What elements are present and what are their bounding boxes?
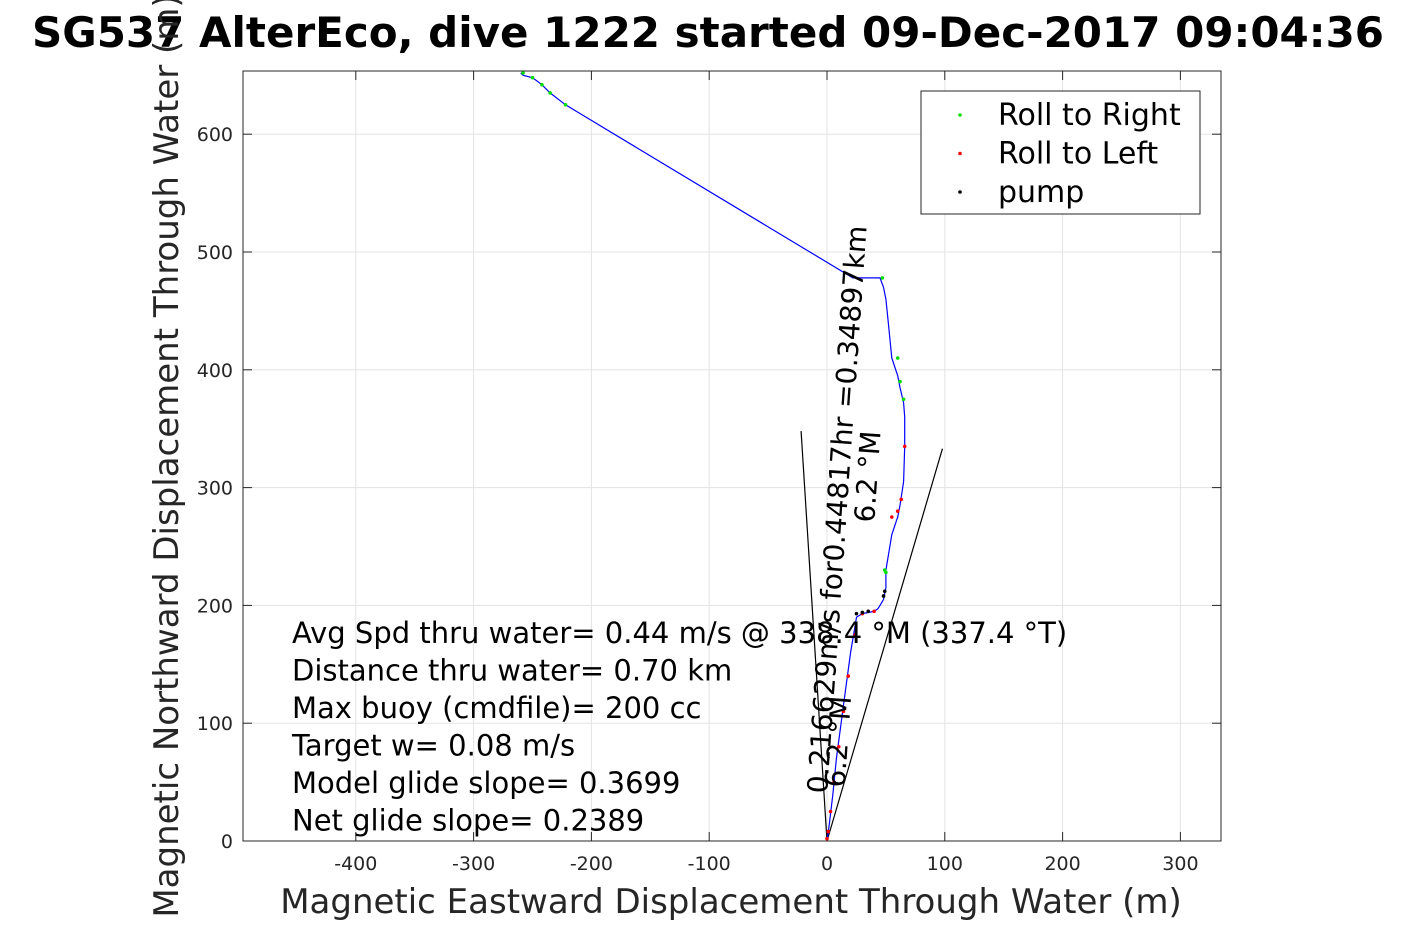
x-tick-label: -400 bbox=[334, 853, 377, 875]
roll-left-point bbox=[836, 744, 841, 749]
roll-right-point bbox=[898, 379, 902, 384]
rotated-label: 6.2 °M bbox=[848, 430, 887, 524]
roll-right-point bbox=[895, 356, 900, 360]
bearing-lines bbox=[800, 431, 944, 842]
roll-right-point bbox=[521, 71, 525, 75]
x-tick-label: -300 bbox=[452, 853, 495, 875]
tick-marks bbox=[243, 71, 1221, 842]
marker-layer bbox=[521, 71, 907, 841]
y-tick-labels: 0 100 200 300 400 500 600 bbox=[197, 124, 233, 853]
roll-left-point bbox=[899, 497, 904, 502]
track-line bbox=[520, 72, 906, 842]
pump-point bbox=[881, 594, 886, 598]
roll-left-point bbox=[853, 633, 858, 637]
roll-left-point bbox=[902, 444, 907, 449]
roll-right-point bbox=[548, 91, 552, 95]
y-tick-label: 0 bbox=[221, 831, 233, 853]
roll-right-point bbox=[884, 570, 888, 575]
track-layer bbox=[520, 72, 906, 842]
y-tick-label: 200 bbox=[197, 595, 233, 617]
roll-left-point bbox=[826, 829, 830, 834]
roll-right-point bbox=[563, 102, 568, 107]
pump-point bbox=[860, 610, 865, 615]
y-axis-title: Magnetic Northward Displacement Through … bbox=[147, 0, 187, 918]
x-tick-labels: -400 -300 -200 -100 0 100 200 300 bbox=[334, 853, 1198, 875]
pump-point bbox=[882, 589, 887, 594]
annotation-line: Target w= 0.08 m/s bbox=[291, 729, 575, 763]
rotated-label: 6.2 °M bbox=[819, 695, 858, 789]
roll-right-point bbox=[530, 75, 535, 80]
plot-frame bbox=[242, 70, 1222, 842]
y-tick-label: 100 bbox=[197, 713, 233, 735]
roll-left-point bbox=[895, 509, 900, 513]
annotation-line: Distance thru water= 0.70 km bbox=[292, 654, 732, 688]
annotation-line: Net glide slope= 0.2389 bbox=[292, 804, 644, 838]
legend-box bbox=[920, 90, 1201, 215]
legend-marker bbox=[958, 113, 962, 117]
pump-point bbox=[854, 611, 859, 616]
x-tick-label: -200 bbox=[570, 853, 613, 875]
annotation-line: Max buoy (cmdfile)= 200 cc bbox=[292, 691, 701, 725]
bearing-line bbox=[826, 448, 944, 842]
roll-left-point bbox=[832, 780, 836, 784]
annotation-line: Avg Spd thru water= 0.44 m/s @ 338.4 °M … bbox=[292, 616, 1067, 650]
annotation-line: Model glide slope= 0.3699 bbox=[292, 766, 680, 800]
x-tick-label: 300 bbox=[1162, 853, 1198, 875]
x-tick-label: 100 bbox=[927, 853, 963, 875]
legend-marker bbox=[958, 190, 962, 194]
x-axis-title: Magnetic Eastward Displacement Through W… bbox=[280, 882, 1182, 922]
bearing-line bbox=[800, 431, 828, 842]
roll-right-point bbox=[880, 276, 885, 280]
roll-left-point bbox=[825, 836, 829, 841]
legend-label: Roll to Left bbox=[998, 137, 1158, 172]
x-tick-label: -100 bbox=[688, 853, 731, 875]
chart-title: SG537 AlterEco, dive 1222 started 09-Dec… bbox=[32, 8, 1384, 57]
y-tick-label: 500 bbox=[197, 242, 233, 264]
roll-left-point bbox=[841, 709, 846, 714]
y-tick-label: 300 bbox=[197, 478, 233, 500]
legend-marker bbox=[958, 151, 962, 156]
roll-left-point bbox=[889, 515, 894, 519]
y-tick-label: 400 bbox=[197, 360, 233, 382]
pump-point bbox=[866, 609, 871, 614]
roll-right-point bbox=[901, 397, 906, 402]
roll-left-point bbox=[872, 609, 876, 614]
legend-label: pump bbox=[998, 175, 1084, 210]
x-tick-label: 0 bbox=[821, 853, 833, 875]
legend-label: Roll to Right bbox=[998, 98, 1181, 133]
roll-right-point bbox=[540, 82, 544, 87]
annotations: Avg Spd thru water= 0.44 m/s @ 338.4 °M … bbox=[291, 616, 1067, 838]
roll-left-point bbox=[846, 674, 851, 678]
x-tick-label: 200 bbox=[1044, 853, 1080, 875]
roll-left-point bbox=[828, 809, 833, 814]
y-tick-label: 600 bbox=[197, 124, 233, 146]
